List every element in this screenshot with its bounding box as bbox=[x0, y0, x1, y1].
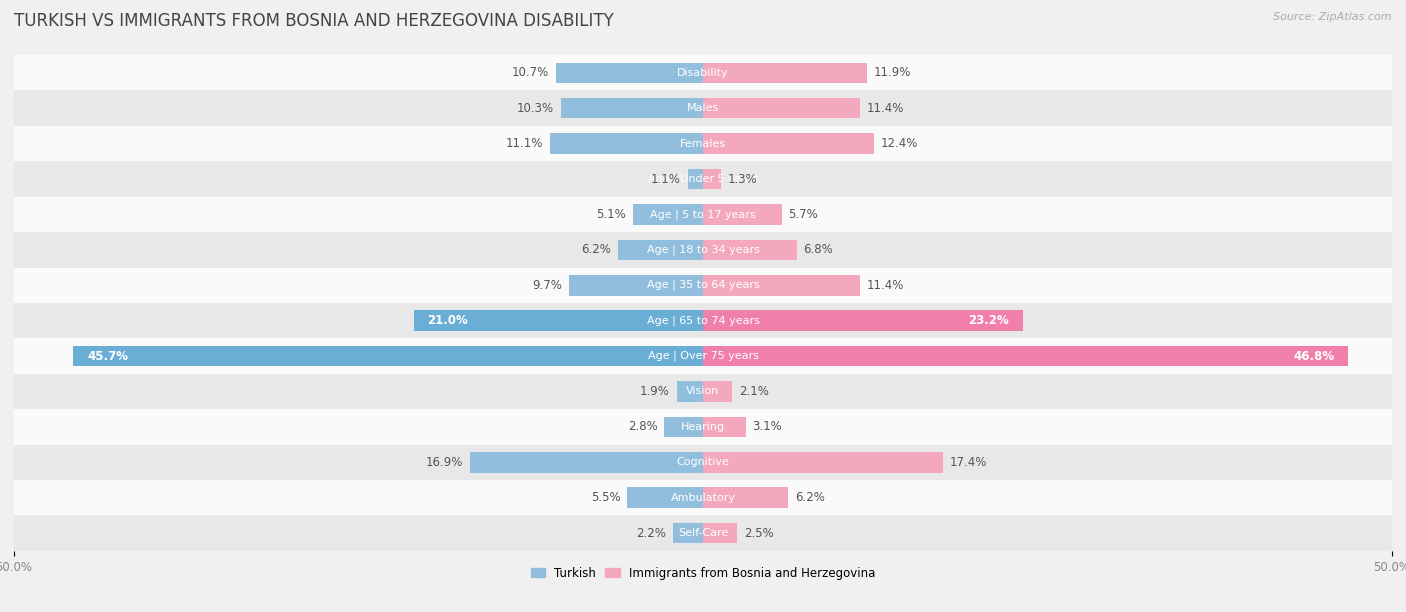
Bar bbox=[14, 444, 1392, 480]
Text: TURKISH VS IMMIGRANTS FROM BOSNIA AND HERZEGOVINA DISABILITY: TURKISH VS IMMIGRANTS FROM BOSNIA AND HE… bbox=[14, 12, 614, 30]
Bar bbox=[14, 196, 1392, 232]
Bar bbox=[703, 133, 875, 154]
Text: 5.5%: 5.5% bbox=[591, 491, 620, 504]
Bar bbox=[14, 55, 1392, 91]
Text: 10.3%: 10.3% bbox=[517, 102, 554, 114]
Text: 3.1%: 3.1% bbox=[752, 420, 782, 433]
Bar bbox=[703, 310, 1022, 331]
Bar bbox=[413, 310, 703, 331]
Text: 2.2%: 2.2% bbox=[636, 526, 666, 540]
Text: Disability: Disability bbox=[678, 68, 728, 78]
Text: 21.0%: 21.0% bbox=[427, 314, 468, 327]
Bar bbox=[703, 169, 721, 189]
Text: Source: ZipAtlas.com: Source: ZipAtlas.com bbox=[1274, 12, 1392, 22]
Text: Age | Under 5 years: Age | Under 5 years bbox=[648, 174, 758, 184]
Bar bbox=[703, 239, 797, 260]
Text: 2.1%: 2.1% bbox=[738, 385, 769, 398]
Bar bbox=[14, 162, 1392, 196]
Bar bbox=[703, 452, 943, 472]
Bar bbox=[14, 409, 1392, 444]
Text: Age | 35 to 64 years: Age | 35 to 64 years bbox=[647, 280, 759, 291]
Bar bbox=[555, 62, 703, 83]
Bar bbox=[703, 98, 860, 119]
Legend: Turkish, Immigrants from Bosnia and Herzegovina: Turkish, Immigrants from Bosnia and Herz… bbox=[526, 562, 880, 584]
Text: Ambulatory: Ambulatory bbox=[671, 493, 735, 502]
Text: 2.5%: 2.5% bbox=[744, 526, 775, 540]
Bar bbox=[633, 204, 703, 225]
Text: 1.1%: 1.1% bbox=[651, 173, 681, 185]
Bar bbox=[703, 487, 789, 508]
Bar bbox=[665, 417, 703, 437]
Text: Hearing: Hearing bbox=[681, 422, 725, 432]
Bar bbox=[688, 169, 703, 189]
Bar bbox=[703, 523, 738, 543]
Text: 10.7%: 10.7% bbox=[512, 66, 548, 80]
Bar bbox=[561, 98, 703, 119]
Bar bbox=[14, 126, 1392, 162]
Bar bbox=[703, 381, 733, 401]
Bar bbox=[14, 267, 1392, 303]
Bar bbox=[14, 480, 1392, 515]
Bar bbox=[703, 275, 860, 296]
Bar bbox=[703, 417, 745, 437]
Text: 11.1%: 11.1% bbox=[506, 137, 543, 150]
Text: 9.7%: 9.7% bbox=[533, 278, 562, 292]
Text: Females: Females bbox=[681, 138, 725, 149]
Text: 6.8%: 6.8% bbox=[804, 244, 834, 256]
Text: 5.1%: 5.1% bbox=[596, 208, 626, 221]
Bar bbox=[14, 232, 1392, 267]
Bar bbox=[14, 338, 1392, 374]
Bar bbox=[703, 204, 782, 225]
Bar bbox=[73, 346, 703, 367]
Text: Age | Over 75 years: Age | Over 75 years bbox=[648, 351, 758, 361]
Text: 1.9%: 1.9% bbox=[640, 385, 669, 398]
Text: Cognitive: Cognitive bbox=[676, 457, 730, 468]
Text: Age | 5 to 17 years: Age | 5 to 17 years bbox=[650, 209, 756, 220]
Bar bbox=[676, 381, 703, 401]
Bar bbox=[617, 239, 703, 260]
Text: 11.4%: 11.4% bbox=[868, 102, 904, 114]
Text: Vision: Vision bbox=[686, 386, 720, 397]
Bar bbox=[703, 62, 868, 83]
Text: 6.2%: 6.2% bbox=[796, 491, 825, 504]
Text: 12.4%: 12.4% bbox=[880, 137, 918, 150]
Text: 2.8%: 2.8% bbox=[628, 420, 658, 433]
Bar bbox=[14, 303, 1392, 338]
Text: Males: Males bbox=[688, 103, 718, 113]
Text: Self-Care: Self-Care bbox=[678, 528, 728, 538]
Text: Age | 65 to 74 years: Age | 65 to 74 years bbox=[647, 315, 759, 326]
Text: 23.2%: 23.2% bbox=[969, 314, 1010, 327]
Bar bbox=[627, 487, 703, 508]
Text: Age | 18 to 34 years: Age | 18 to 34 years bbox=[647, 245, 759, 255]
Text: 5.7%: 5.7% bbox=[789, 208, 818, 221]
Bar bbox=[569, 275, 703, 296]
Text: 1.3%: 1.3% bbox=[728, 173, 758, 185]
Bar bbox=[470, 452, 703, 472]
Bar bbox=[14, 515, 1392, 551]
Text: 46.8%: 46.8% bbox=[1294, 349, 1334, 362]
Bar bbox=[672, 523, 703, 543]
Text: 11.4%: 11.4% bbox=[868, 278, 904, 292]
Text: 17.4%: 17.4% bbox=[949, 456, 987, 469]
Bar bbox=[703, 346, 1348, 367]
Text: 11.9%: 11.9% bbox=[875, 66, 911, 80]
Text: 6.2%: 6.2% bbox=[581, 244, 610, 256]
Bar bbox=[14, 374, 1392, 409]
Text: 16.9%: 16.9% bbox=[426, 456, 463, 469]
Bar bbox=[550, 133, 703, 154]
Text: 45.7%: 45.7% bbox=[87, 349, 128, 362]
Bar bbox=[14, 91, 1392, 126]
